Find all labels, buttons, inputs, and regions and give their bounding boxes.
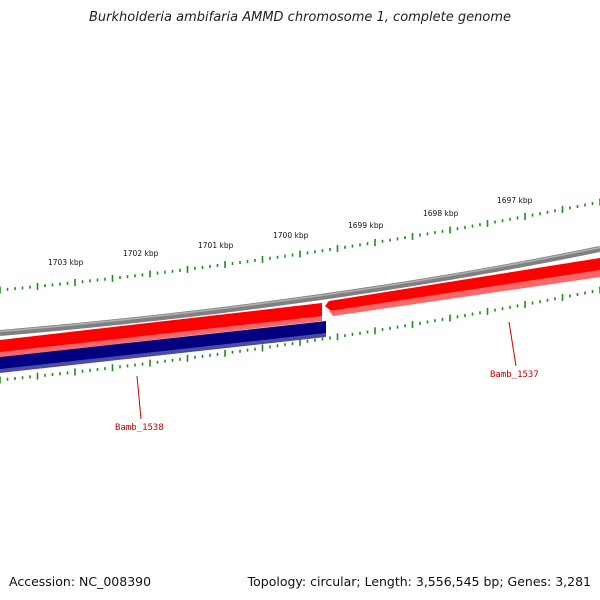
scale-label-1702: 1702 kbp [123, 249, 159, 258]
leader-line-bamb-1538 [136, 375, 142, 420]
scale-label-1697: 1697 kbp [497, 196, 533, 205]
gene-forward-left-body [0, 303, 322, 354]
gene-bamb-1538[interactable] [0, 321, 326, 373]
map-title: Burkholderia ambifaria AMMD chromosome 1… [88, 10, 512, 25]
gene-bamb-1537-shadow [329, 270, 600, 316]
genome-backbone-highlight [0, 246, 600, 333]
accession-label: Accession: NC_008390 [9, 574, 152, 589]
gene-label-bamb-1538[interactable]: Bamb_1538 [115, 423, 164, 433]
scale-label-1699: 1699 kbp [348, 221, 384, 230]
genome-backbone [0, 246, 600, 336]
gene-bamb-1538-body [0, 321, 326, 371]
gene-bamb-1538-shadow [0, 333, 326, 373]
gene-forward-left[interactable] [0, 303, 322, 357]
inner-tick-ring [0, 286, 600, 384]
genome-summary: Topology: circular; Length: 3,556,545 bp… [247, 574, 591, 589]
gene-label-bamb-1537[interactable]: Bamb_1537 [490, 370, 539, 380]
scale-label-1701: 1701 kbp [198, 241, 234, 250]
gene-bamb-1537[interactable] [325, 258, 600, 316]
outer-tick-ring [0, 198, 600, 294]
scale-label-1703: 1703 kbp [48, 258, 84, 267]
gene-labels: Bamb_1538 Bamb_1537 [115, 321, 539, 433]
gene-forward-left-shadow [0, 316, 322, 357]
leader-line-bamb-1537 [508, 321, 517, 367]
scale-label-1698: 1698 kbp [423, 209, 459, 218]
scale-label-1700: 1700 kbp [273, 231, 309, 240]
scale-labels: 1703 kbp 1702 kbp 1701 kbp 1700 kbp 1699… [48, 196, 533, 267]
gene-bamb-1537-body [325, 258, 600, 311]
